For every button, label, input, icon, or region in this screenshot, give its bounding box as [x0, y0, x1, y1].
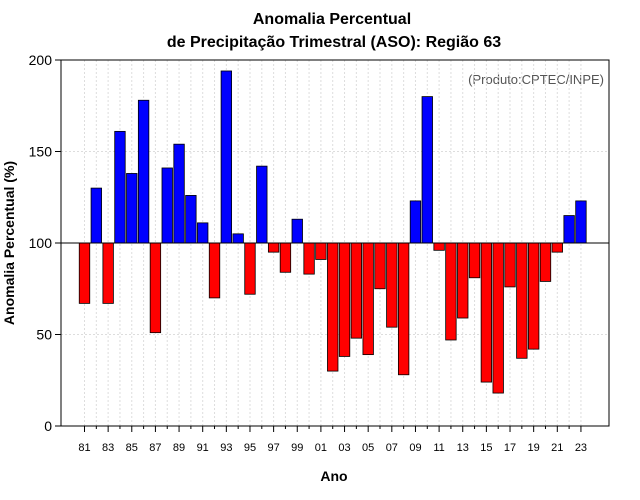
x-tick-label: 07: [386, 442, 398, 454]
x-tick-label: 09: [409, 442, 421, 454]
x-tick-label: 89: [173, 442, 185, 454]
x-axis-label: Ano: [320, 468, 347, 484]
y-tick-label: 150: [29, 144, 53, 160]
x-tick-label: 11: [433, 442, 444, 454]
x-tick-label: 17: [504, 442, 516, 454]
bar-20: [539, 242, 552, 282]
chart-title: Anomalia Percentual: [253, 11, 411, 28]
x-axis-ticks: 81 83 85 87 89 91 93 95 97 99 01 03 05 07 09 11 13 15 17 19…: [78, 426, 587, 454]
credit-text: (Produto:CPTEC/INPE): [468, 72, 604, 87]
bar-96: [256, 165, 268, 244]
x-tick-label: 03: [338, 442, 350, 454]
x-tick-label: 95: [244, 442, 256, 454]
bar-81: [78, 242, 91, 304]
x-tick-label: 01: [315, 442, 327, 454]
bar-21: [551, 242, 563, 253]
bar-99: [291, 218, 303, 244]
bar-02: [327, 242, 339, 372]
bar-83: [102, 242, 114, 304]
bar-86: [137, 99, 150, 244]
bar-18: [516, 242, 528, 359]
bar-19: [528, 242, 540, 350]
y-axis-label: Anomalia Percentual (%): [1, 161, 17, 325]
bar-07: [386, 242, 398, 328]
bar-17: [504, 242, 516, 288]
bar-22: [563, 215, 575, 244]
y-tick-label: 200: [29, 52, 53, 68]
bar-01: [315, 242, 327, 260]
bar-98: [279, 242, 292, 273]
bar-06: [374, 242, 386, 290]
x-tick-label: 21: [551, 442, 563, 454]
y-tick-label: 100: [29, 235, 53, 251]
x-tick-label: 93: [220, 442, 232, 454]
bar-94: [232, 233, 244, 244]
x-tick-label: 23: [575, 442, 587, 454]
bar-10: [421, 96, 433, 244]
x-tick-label: 13: [457, 442, 469, 454]
bar-13: [457, 242, 469, 319]
x-tick-label: 99: [291, 442, 303, 454]
bar-09: [409, 200, 422, 244]
bar-23: [575, 200, 587, 244]
bar-03: [338, 242, 351, 357]
bar-88: [161, 167, 173, 244]
bar-16: [492, 242, 504, 394]
bar-85: [126, 173, 138, 244]
x-tick-label: 91: [197, 442, 209, 454]
y-tick-label: 50: [36, 327, 52, 343]
y-axis-ticks: 0 50 100 150 200: [29, 52, 61, 434]
bar-93: [220, 70, 232, 244]
bar-90: [185, 195, 197, 244]
y-tick-label: 0: [44, 418, 52, 434]
bar-95: [244, 242, 256, 295]
bar-82: [90, 187, 102, 244]
bar-84: [114, 130, 126, 244]
x-tick-label: 83: [102, 442, 114, 454]
bar-11: [433, 242, 445, 251]
chart-subtitle: de Precipitação Trimestral (ASO): Região…: [167, 34, 501, 51]
bars: [78, 70, 587, 394]
bar-05: [362, 242, 374, 356]
x-tick-label: 15: [480, 442, 492, 454]
x-tick-label: 85: [126, 442, 138, 454]
bar-08: [397, 242, 410, 376]
bar-12: [445, 242, 457, 341]
bar-15: [480, 242, 493, 383]
x-tick-label: 19: [528, 442, 540, 454]
x-tick-label: 05: [362, 442, 374, 454]
bar-00: [303, 242, 315, 275]
bar-89: [173, 143, 185, 244]
bar-87: [149, 242, 162, 334]
bar-92: [208, 242, 221, 299]
bar-14: [468, 242, 481, 279]
bar-97: [267, 242, 280, 253]
x-tick-label: 97: [267, 442, 279, 454]
bar-04: [350, 242, 363, 339]
x-tick-label: 87: [149, 442, 161, 454]
bar-91: [197, 222, 209, 244]
x-tick-label: 81: [78, 442, 90, 454]
